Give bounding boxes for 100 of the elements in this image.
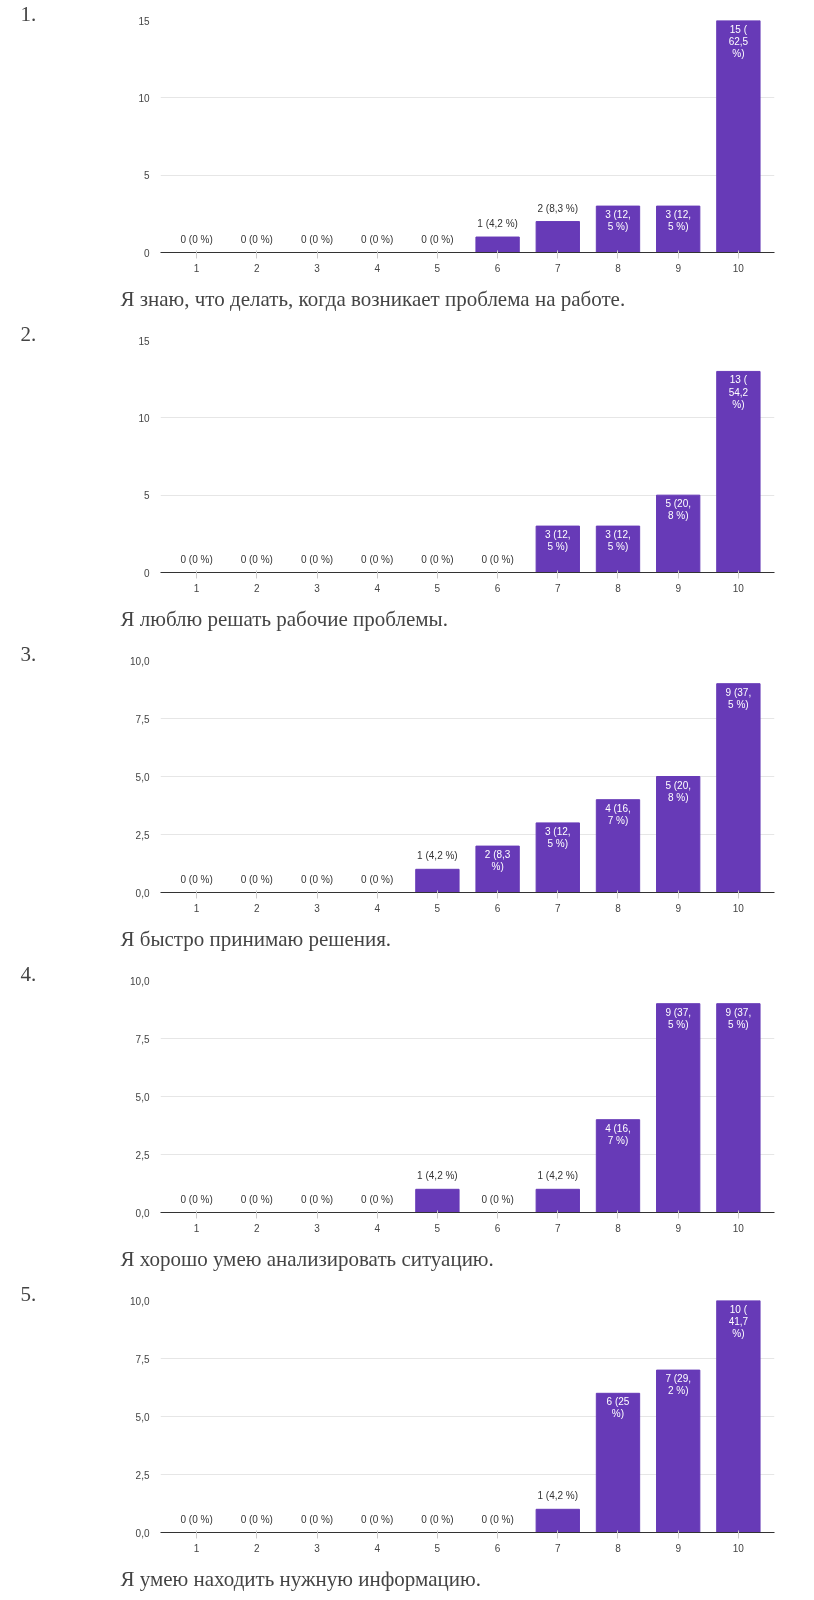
data-label: 3 (12,5 %) [545,825,571,849]
data-label: 0 (0 %) [421,1513,454,1525]
bar [656,776,701,893]
data-label: 0 (0 %) [240,873,273,885]
text: Я хорошо умею анализировать ситуацию. [120,1246,494,1271]
text: 1. [20,1,37,26]
bar [716,370,761,573]
data-label: 0 (0 %) [240,1513,273,1525]
x-tick-label: 8 [615,1222,622,1234]
data-label: 0 (0 %) [180,1513,213,1525]
bar [415,868,460,893]
bar [656,205,701,253]
y-tick-label: 0 [143,247,150,259]
x-tick-label: 2 [254,1542,261,1554]
y-tick-label: 5,0 [135,1411,150,1423]
data-label: 4 (16,7 %) [605,1122,631,1146]
x-tick-label: 10 [732,582,745,594]
x-tick-label: 8 [615,902,622,914]
data-label: 0 (0 %) [300,1193,334,1205]
x-tick-label: 1 [193,1222,200,1234]
x-tick-label: 8 [615,262,622,274]
y-tick-label: 7,5 [135,1033,150,1045]
x-tick-label: 3 [314,262,321,274]
data-label: 5 (20,8 %) [665,498,691,522]
bar [595,1119,641,1213]
x-tick-label: 3 [314,902,321,914]
data-label: 3 (12,5 %) [545,529,571,553]
x-tick-label: 3 [314,582,321,594]
data-label: 0 (0 %) [481,1193,514,1205]
data-label: 9 (37,5 %) [665,1006,691,1030]
y-tick-label: 5 [143,170,150,182]
y-tick-label: 10,0 [130,1295,150,1307]
data-label: 1 (4,2 %) [417,850,458,862]
data-label: 1 (4,2 %) [537,1490,579,1502]
y-tick-label: 10 [138,92,150,104]
x-tick-label: 2 [254,262,261,274]
x-tick-label: 10 [732,902,745,914]
x-tick-label: 6 [494,262,501,274]
x-tick-label: 9 [675,582,682,594]
data-label: 1 (4,2 %) [537,1170,579,1182]
text: 3. [20,641,37,666]
x-tick-label: 10 [732,1542,745,1554]
data-label: 0 (0 %) [361,553,394,565]
data-label: 1 (4,2 %) [417,1170,458,1182]
bar [656,494,701,573]
data-label: 0 (0 %) [481,553,514,565]
x-tick-label: 5 [434,902,441,914]
y-tick-label: 0,0 [135,1207,150,1219]
x-tick-label: 4 [374,1542,381,1554]
bar [535,1508,580,1533]
y-tick-label: 5 [143,490,150,502]
x-tick-label: 5 [434,262,441,274]
y-tick-label: 7,5 [135,1353,150,1365]
y-tick-label: 7,5 [135,713,150,725]
data-label: 0 (0 %) [180,1193,213,1205]
y-tick-label: 15 [138,335,150,347]
data-label: 0 (0 %) [300,233,334,245]
y-tick-label: 10 [138,412,150,424]
bar [415,1188,460,1213]
x-tick-label: 2 [254,1222,261,1234]
text: Я быстро принимаю решения. [120,926,392,951]
bar [595,1392,641,1533]
data-label: 0 (0 %) [300,1513,334,1525]
data-label: 1 (4,2 %) [477,218,518,230]
x-tick-label: 6 [494,1222,501,1234]
data-label: 0 (0 %) [421,233,454,245]
data-label: 2 (8,3 %) [484,849,511,873]
x-tick-label: 9 [675,262,682,274]
x-tick-label: 5 [434,1542,441,1554]
bar [475,845,520,893]
data-label: 0 (0 %) [240,233,273,245]
data-label: 0 (0 %) [361,233,394,245]
data-label: 7 (29,2 %) [665,1373,691,1397]
bar [716,1300,761,1533]
data-label: 10 (41,7 %) [728,1303,749,1339]
x-tick-label: 8 [615,1542,622,1554]
data-label: 0 (0 %) [180,233,213,245]
y-tick-label: 10,0 [130,655,150,667]
data-label: 9 (37,5 %) [725,1006,752,1030]
x-tick-label: 3 [314,1222,321,1234]
x-tick-label: 1 [193,262,200,274]
bar [716,20,761,253]
x-tick-label: 5 [434,582,441,594]
data-label: 15 (62,5 %) [728,23,749,59]
x-tick-label: 1 [193,1542,200,1554]
x-tick-label: 8 [615,582,622,594]
bar [535,525,580,573]
text: 5. [20,1281,37,1306]
data-label: 0 (0 %) [361,1513,394,1525]
x-tick-label: 2 [254,582,261,594]
data-label: 6 (25 %) [606,1396,630,1420]
data-label: 0 (0 %) [300,553,334,565]
x-tick-label: 5 [434,1222,441,1234]
y-tick-label: 2,5 [135,1149,150,1161]
x-tick-label: 9 [675,1222,682,1234]
x-tick-label: 4 [374,1222,381,1234]
data-label: 4 (16,7 %) [605,802,631,826]
x-tick-label: 6 [494,902,501,914]
y-tick-label: 5,0 [135,771,150,783]
x-tick-label: 4 [374,582,381,594]
